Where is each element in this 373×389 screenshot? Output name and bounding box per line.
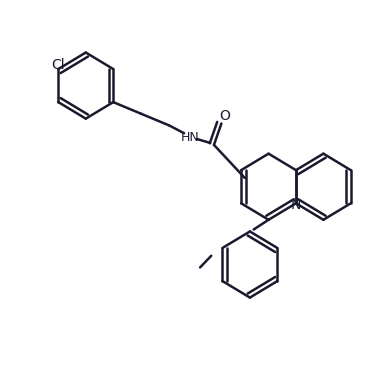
Text: Cl: Cl — [51, 58, 65, 72]
Text: N: N — [291, 198, 301, 212]
Text: O: O — [220, 109, 231, 123]
Text: HN: HN — [180, 131, 199, 144]
